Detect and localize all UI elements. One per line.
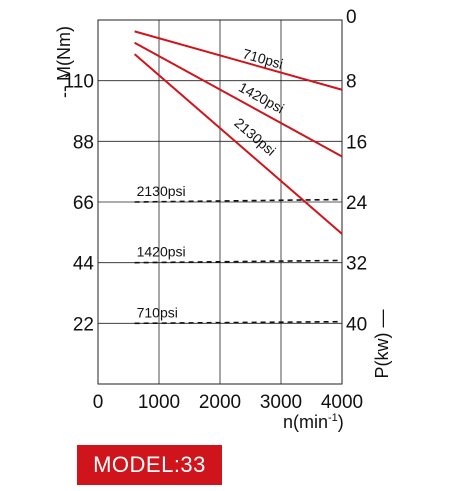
x-axis-title: n(min-1) xyxy=(283,412,344,432)
y-right-axis-title: P(kw) — xyxy=(372,310,392,379)
y-right-tick-label: 0 xyxy=(346,7,357,28)
y-left-tick-label: 22 xyxy=(73,314,94,335)
power-line-2130psi xyxy=(133,53,343,235)
x-tick-label: 2000 xyxy=(199,392,241,413)
torque-label-2130psi: 2130psi xyxy=(137,183,186,199)
y-right-tick-label: 8 xyxy=(346,72,357,93)
torque-line-710psi xyxy=(134,320,343,325)
model-badge: MODEL:33 xyxy=(77,445,222,485)
torque-label-710psi: 710psi xyxy=(137,304,178,320)
y-left-tick-label: 88 xyxy=(73,132,94,153)
x-tick-label: 4000 xyxy=(321,392,363,413)
y-left-tick-label: 44 xyxy=(73,254,95,275)
y-right-tick-label: 40 xyxy=(346,314,367,335)
power-line-710psi xyxy=(134,30,343,91)
torque-label-1420psi: 1420psi xyxy=(137,244,186,260)
y-right-tick-label: 16 xyxy=(346,132,367,153)
y-left-tick-label: 66 xyxy=(73,193,94,214)
x-tick-label: 3000 xyxy=(260,392,302,413)
power-label-1420psi: 1420psi xyxy=(236,79,287,117)
label-layer: 0 1000 2000 3000 4000 22 44 66 88 110 0 8 16 24 32 40 n(… xyxy=(54,7,392,432)
y-left-tick-label: 110 xyxy=(64,72,94,93)
y-left-axis-title: -- M(Nm) xyxy=(54,26,74,98)
model-label: MODEL:33 xyxy=(93,452,206,477)
torque-line-1420psi xyxy=(134,259,343,264)
y-right-tick-label: 24 xyxy=(346,193,368,214)
power-label-2130psi: 2130psi xyxy=(231,115,279,159)
power-line-1420psi xyxy=(134,41,343,158)
x-tick-label: 0 xyxy=(93,392,104,413)
torque-power-chart: 0 1000 2000 3000 4000 22 44 66 88 110 0 8 16 24 32 40 n(… xyxy=(54,7,392,432)
torque-line-2130psi xyxy=(134,198,343,203)
x-tick-label: 1000 xyxy=(138,392,180,413)
y-right-tick-label: 32 xyxy=(346,254,367,275)
series-layer xyxy=(133,30,343,325)
